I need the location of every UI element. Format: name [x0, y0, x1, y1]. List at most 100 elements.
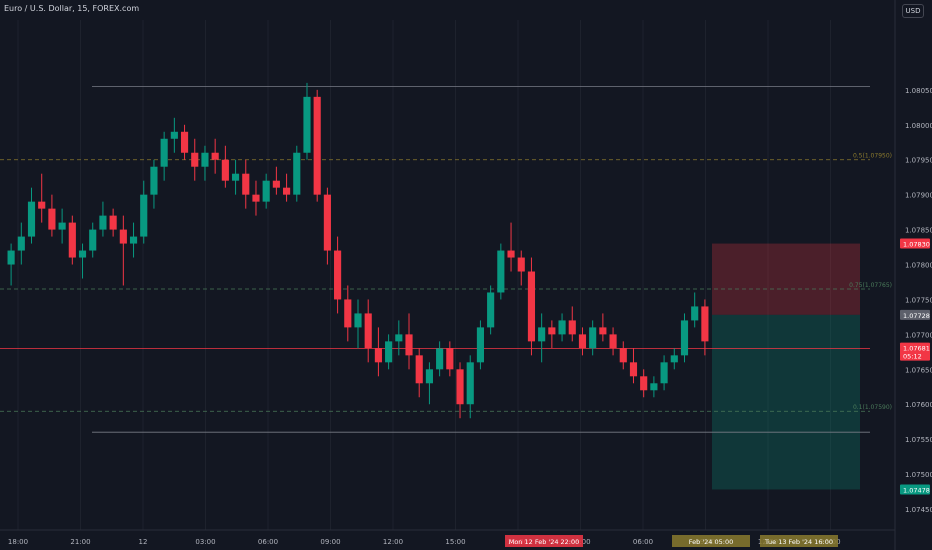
candle-body	[589, 327, 597, 349]
price-axis: 1.08050 1.08000 1.07950 1.07900 1.07850 1.078…	[894, 0, 932, 550]
price-tag	[900, 238, 930, 249]
candle-body	[344, 299, 352, 328]
candle-body	[527, 271, 536, 342]
candle-body	[701, 306, 709, 342]
time-tick-label: 15:00	[445, 538, 465, 546]
candle-body	[578, 334, 587, 349]
stop-loss-zone	[712, 243, 860, 315]
candle-body	[670, 355, 678, 363]
price-tick-label: 1.07700	[905, 331, 932, 339]
candle-body	[609, 334, 617, 349]
candle-body	[507, 250, 515, 258]
candle-body	[262, 180, 270, 202]
candle-body	[497, 250, 505, 293]
candle-body	[334, 250, 342, 300]
candle-body	[119, 229, 127, 244]
candle-body	[140, 194, 148, 237]
candle-body	[599, 327, 607, 335]
long-short-position	[712, 243, 860, 490]
line-label: 0.1(1.07590)	[853, 404, 892, 411]
candle-body	[211, 152, 219, 160]
candle-body	[38, 201, 46, 209]
candle-body	[221, 159, 229, 181]
candle-body	[425, 369, 433, 384]
candle-body	[680, 320, 689, 356]
currency-button[interactable]: USD	[902, 4, 924, 18]
candle-body	[354, 313, 362, 328]
candle-body	[7, 250, 15, 265]
price-tick-label: 1.07900	[905, 192, 932, 200]
candle-body	[58, 222, 66, 230]
price-tick-label: 1.07850	[905, 227, 932, 235]
line-label: 0.75(1.07765)	[849, 282, 892, 289]
candle-body	[456, 369, 464, 405]
candle-body	[293, 152, 301, 195]
horizontal-lines: 0.5(1.07950) 0.75(1.07765) 0.1(1.07590)	[0, 85, 892, 433]
candle-body	[272, 180, 280, 188]
price-tick-label: 1.07500	[905, 471, 932, 479]
price-tag	[900, 342, 930, 361]
price-tick-label: 1.07800	[905, 262, 932, 270]
candle-body	[374, 348, 382, 363]
price-tick-label: 1.07600	[905, 401, 932, 409]
time-tag	[672, 535, 750, 547]
candle-body	[48, 208, 56, 230]
candle-body	[242, 173, 250, 195]
line-label: 0.5(1.07950)	[853, 153, 892, 160]
time-tag	[760, 535, 838, 547]
price-tag	[900, 484, 930, 495]
candle-body	[476, 327, 485, 363]
time-tick-label: 21:00	[70, 538, 90, 546]
candle-body	[548, 327, 556, 335]
candle-body	[170, 131, 178, 139]
take-profit-zone	[712, 314, 860, 490]
candle-body	[313, 96, 321, 195]
candle-body	[650, 383, 658, 391]
candle-body	[160, 138, 168, 167]
price-tag-text: 1.07681	[903, 345, 930, 353]
candle-body	[252, 194, 260, 202]
candle-body	[558, 320, 566, 335]
candles	[7, 82, 709, 419]
candle-body	[691, 306, 699, 321]
candle-body	[150, 166, 158, 195]
candle-body	[395, 334, 403, 342]
candle-body	[446, 348, 454, 370]
candle-body	[89, 229, 97, 251]
time-tick-label: 12:00	[383, 538, 403, 546]
candle-body	[283, 187, 291, 195]
candle-body	[109, 215, 117, 230]
grid	[17, 20, 831, 530]
time-tick-label: 03:00	[195, 538, 215, 546]
chart-title: Euro / U.S. Dollar, 15, FOREX.com	[4, 4, 140, 13]
time-tick-label: 06:00	[258, 538, 278, 546]
time-tag-text: Mon 12 Feb '24 22:00	[509, 538, 580, 546]
candle-body	[436, 348, 444, 370]
candle-body	[629, 362, 638, 377]
candle-body	[619, 348, 627, 363]
candle-body	[27, 201, 36, 237]
price-tick-label: 1.07950	[905, 157, 932, 165]
time-tag-text: Tue 13 Feb '24 16:00	[764, 538, 833, 546]
candle-body	[323, 194, 331, 251]
price-tick-label: 1.07750	[905, 296, 932, 304]
time-tick-label: 09:00	[320, 538, 340, 546]
candle-body	[364, 313, 372, 349]
time-tick-label: 06:00	[633, 538, 653, 546]
candle-body	[415, 355, 423, 384]
candle-body	[17, 236, 25, 251]
time-tick-label: 18:00	[8, 538, 28, 546]
candle-body	[517, 257, 525, 272]
candle-body	[180, 131, 189, 153]
price-tick-label: 1.07550	[905, 436, 932, 444]
time-tag-text: Feb '24 05:00	[689, 538, 733, 546]
candle-body	[385, 341, 393, 363]
candle-body	[201, 152, 209, 167]
candle-body	[99, 215, 107, 230]
candle-body	[231, 173, 240, 181]
candle-body	[640, 376, 648, 391]
candle-body	[129, 236, 138, 244]
price-tick-label: 1.07650	[905, 366, 932, 374]
